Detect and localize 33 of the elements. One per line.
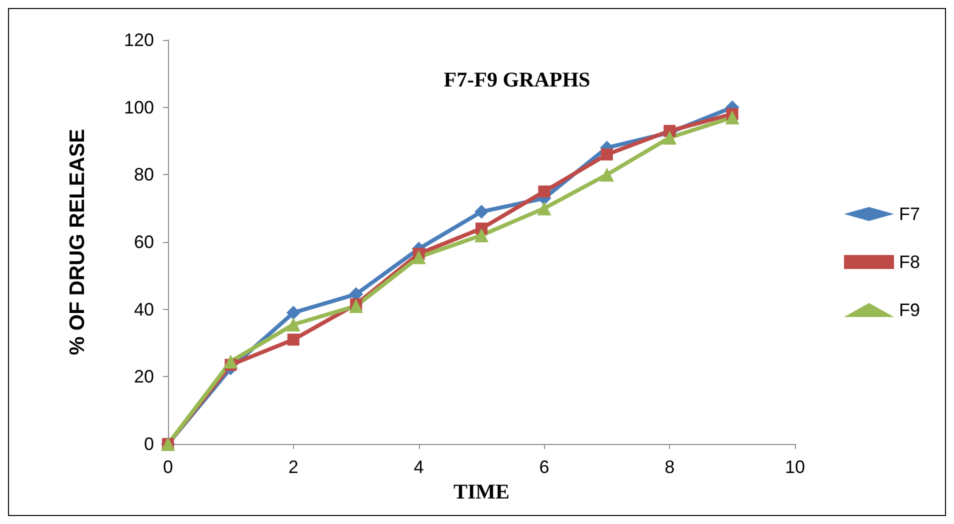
point: [287, 334, 300, 346]
point: [662, 130, 677, 145]
point: [224, 354, 238, 369]
point: [286, 306, 300, 320]
y-tick-label: 20: [134, 366, 154, 387]
point: [600, 168, 614, 182]
point: [725, 110, 740, 124]
x-tick-label: 6: [539, 457, 550, 477]
y-axis-title: % OF DRUG RELEASE: [66, 128, 89, 356]
point: [538, 186, 550, 198]
y-tick-label: 60: [134, 232, 154, 252]
point: [474, 204, 488, 219]
x-tick-label: 2: [288, 457, 298, 477]
x-tick-label: 10: [784, 457, 806, 477]
y-tick-label: 0: [144, 434, 154, 454]
point: [412, 250, 426, 264]
x-axis-title: TIME: [453, 479, 510, 504]
y-tick-label: 40: [134, 299, 154, 320]
legend-label: F9: [898, 300, 920, 320]
point: [474, 228, 488, 242]
x-tick-label: 0: [162, 457, 174, 477]
y-tick-label: 100: [124, 97, 154, 118]
y-tick-label: 80: [134, 164, 154, 185]
point: [537, 201, 552, 216]
x-tick-label: 8: [664, 457, 675, 477]
point: [600, 148, 613, 160]
y-tick-label: 120: [124, 30, 154, 50]
legend-label: F7: [898, 204, 920, 224]
legend-label: F8: [898, 252, 920, 272]
text: F7-F9 GRAPHS: [444, 68, 590, 92]
x-tick-label: 4: [414, 457, 424, 477]
point: [349, 298, 364, 313]
point: [286, 317, 300, 332]
